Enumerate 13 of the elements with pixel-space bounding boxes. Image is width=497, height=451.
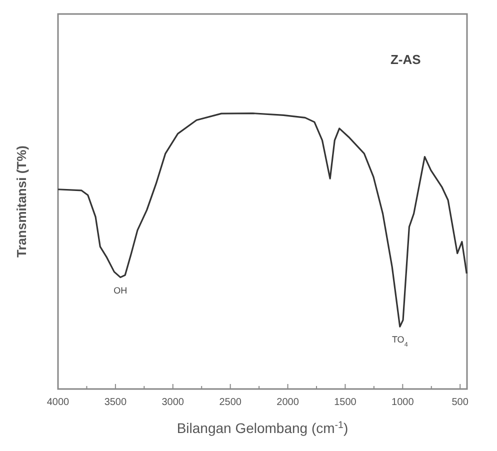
x-tick-label: 2000 (276, 397, 300, 408)
x-tick-label: 1000 (392, 397, 414, 408)
x-tick-label: 4000 (46, 397, 70, 408)
text: Z-AS (390, 52, 422, 67)
x-tick-label: 2500 (219, 397, 242, 408)
annotation: TO$_{4}$ (392, 334, 408, 348)
x-tick-label: 3500 (104, 397, 128, 408)
x-tick-label: 500 (452, 397, 469, 408)
x-tick-label: 3000 (162, 397, 184, 408)
x-tick-label: 1500 (334, 397, 357, 408)
x-axis-title: Bilangan Gelombang (cm$^{-1}$) (176, 420, 348, 436)
y-axis-title: Transmitansi (T%) (14, 146, 29, 258)
annotation: OH (114, 285, 128, 296)
